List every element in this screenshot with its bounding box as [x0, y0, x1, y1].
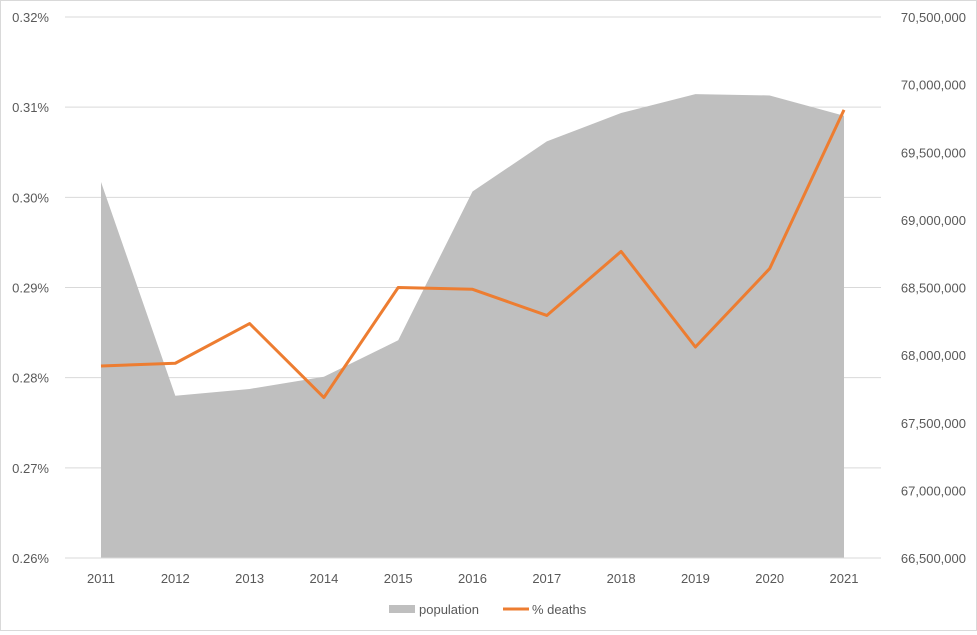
- left-tick-label: 0.27%: [12, 461, 49, 476]
- right-tick-label: 70,500,000: [901, 10, 966, 25]
- right-tick-label: 69,000,000: [901, 213, 966, 228]
- left-tick-label: 0.29%: [12, 281, 49, 296]
- right-tick-label: 66,500,000: [901, 551, 966, 566]
- legend-label-deaths: % deaths: [532, 602, 587, 617]
- left-axis-ticks: 0.26% 0.27% 0.28% 0.29% 0.30% 0.31% 0.32%: [12, 10, 49, 566]
- left-tick-label: 0.30%: [12, 190, 49, 205]
- left-tick-label: 0.31%: [12, 100, 49, 115]
- x-tick-label: 2014: [309, 571, 338, 586]
- x-tick-label: 2021: [830, 571, 859, 586]
- x-tick-label: 2020: [755, 571, 784, 586]
- legend-label-population: population: [419, 602, 479, 617]
- left-tick-label: 0.28%: [12, 371, 49, 386]
- x-tick-label: 2013: [235, 571, 264, 586]
- right-tick-label: 67,500,000: [901, 416, 966, 431]
- population-area: [101, 94, 844, 558]
- left-tick-label: 0.32%: [12, 10, 49, 25]
- x-tick-label: 2019: [681, 571, 710, 586]
- population-area-layer: [101, 94, 844, 558]
- x-tick-label: 2012: [161, 571, 190, 586]
- right-tick-label: 70,000,000: [901, 78, 966, 93]
- x-tick-label: 2015: [384, 571, 413, 586]
- legend: population % deaths: [389, 602, 587, 617]
- right-tick-label: 69,500,000: [901, 145, 966, 160]
- x-tick-label: 2017: [532, 571, 561, 586]
- deaths-line-layer: [100, 109, 846, 400]
- right-axis-ticks: 66,500,000 67,000,000 67,500,000 68,000,000…: [901, 10, 966, 566]
- left-tick-label: 0.26%: [12, 551, 49, 566]
- right-tick-label: 68,500,000: [901, 281, 966, 296]
- right-tick-label: 68,000,000: [901, 348, 966, 363]
- x-tick-label: 2016: [458, 571, 487, 586]
- x-tick-label: 2018: [607, 571, 636, 586]
- right-tick-label: 67,000,000: [901, 483, 966, 498]
- deaths-line: [100, 109, 846, 400]
- x-axis-ticks: 2011 2012 2013 2014 2015 2016 2017 2018 2019 2020…: [87, 571, 858, 586]
- legend-swatch-population: [389, 605, 415, 613]
- x-tick-label: 2011: [87, 571, 115, 586]
